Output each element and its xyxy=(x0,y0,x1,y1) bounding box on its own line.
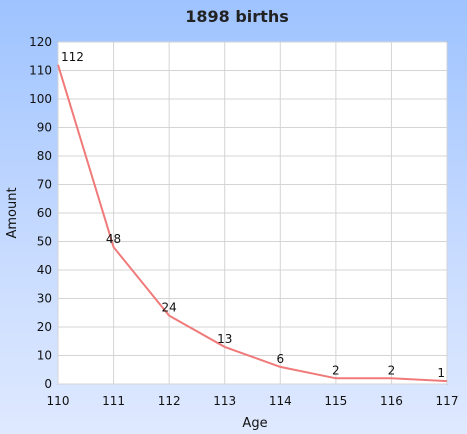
data-label: 13 xyxy=(217,332,232,346)
data-label: 48 xyxy=(106,232,121,246)
data-label: 6 xyxy=(276,352,284,366)
y-tick-label: 0 xyxy=(44,377,52,391)
y-tick-label: 20 xyxy=(37,320,52,334)
x-tick-label: 115 xyxy=(324,394,347,408)
data-labels: 112 48 24 13 6 2 2 1 xyxy=(61,50,445,380)
x-tick-label: 117 xyxy=(436,394,459,408)
x-tick-label: 114 xyxy=(269,394,292,408)
y-tick-label: 120 xyxy=(29,35,52,49)
data-label: 2 xyxy=(332,363,340,377)
y-tick-label: 110 xyxy=(29,64,52,78)
x-tick-label: 116 xyxy=(380,394,403,408)
y-axis-title: Amount xyxy=(5,187,20,238)
y-tick-label: 70 xyxy=(37,178,52,192)
x-tick-label: 112 xyxy=(158,394,181,408)
y-tick-label: 60 xyxy=(37,206,52,220)
chart-title: 1898 births xyxy=(185,7,289,26)
y-tick-label: 80 xyxy=(37,149,52,163)
series-line xyxy=(57,64,448,383)
data-label: 2 xyxy=(388,363,396,377)
y-tick-label: 100 xyxy=(29,92,52,106)
x-axis-title: Age xyxy=(242,416,267,431)
x-tick-label: 110 xyxy=(47,394,70,408)
data-label: 112 xyxy=(61,50,84,64)
y-tick-label: 10 xyxy=(37,349,52,363)
y-tick-label: 30 xyxy=(37,292,52,306)
x-tick-label: 113 xyxy=(213,394,236,408)
x-tick-label: 111 xyxy=(102,394,125,408)
grid-lines xyxy=(57,41,448,385)
y-axis-ticks: 0 10 20 30 40 50 60 70 80 90 100 110 120 xyxy=(29,35,52,391)
y-tick-label: 90 xyxy=(37,121,52,135)
data-label: 1 xyxy=(437,366,445,380)
x-axis-ticks: 110 111 112 113 114 115 116 117 xyxy=(47,394,459,408)
y-tick-label: 40 xyxy=(37,263,52,277)
y-tick-label: 50 xyxy=(37,235,52,249)
data-label: 24 xyxy=(162,301,177,315)
